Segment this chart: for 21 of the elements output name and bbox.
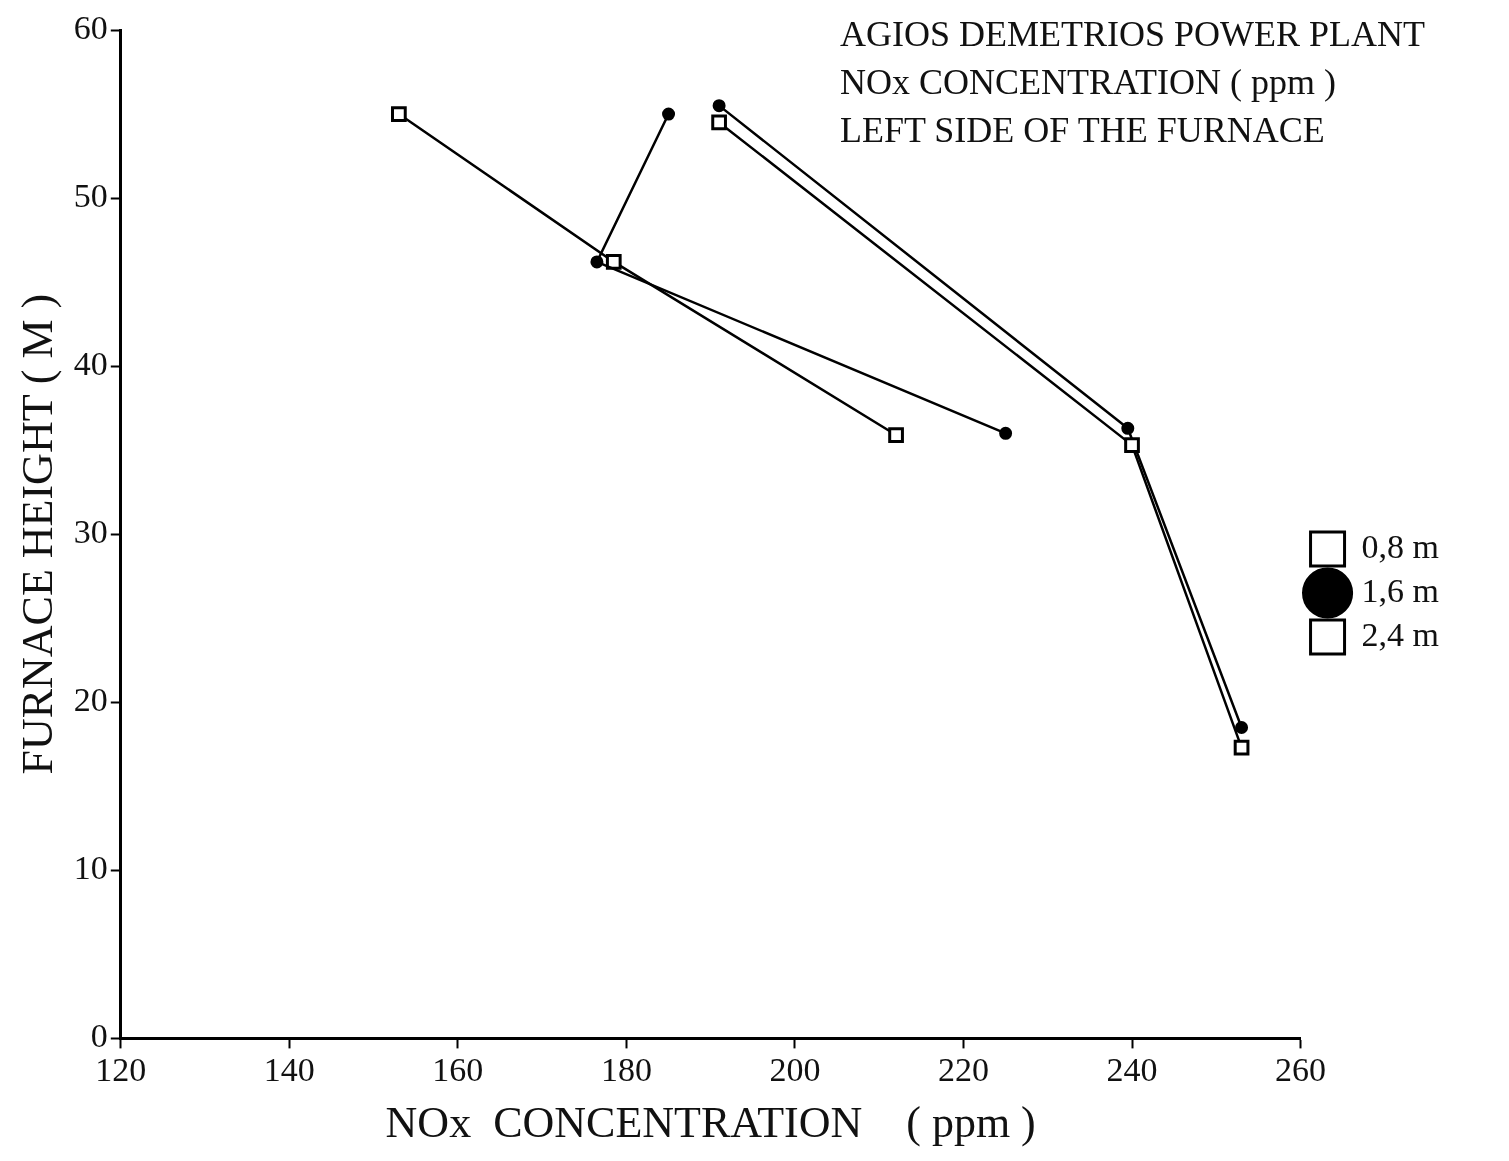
legend-label: 0,8 m [1361,527,1440,565]
legend-label: 2,4 m [1361,615,1440,653]
x-tick-label: 240 [1106,1050,1158,1088]
y-tick-label: 50 [73,176,108,214]
x-tick-label: 180 [600,1050,652,1088]
y-tick-label: 20 [73,681,108,719]
y-tick-label: 30 [73,513,108,551]
x-tick-label: 200 [769,1050,821,1088]
y-axis-title: FURNACE HEIGHT ( M ) [12,293,62,775]
annotation: LEFT SIDE OF THE FURNACE [840,109,1326,152]
x-tick-label: 140 [263,1050,315,1088]
text: NOx CONCENTRATION ( ppm ) [840,61,1337,104]
chart-title: AGIOS DEMETRIOS POWER PLANT [840,13,1425,56]
legend-label: 1,6 m [1361,571,1440,609]
y-tick-label: 60 [73,8,108,46]
y-tick-label: 40 [73,345,108,383]
x-tick-label: 260 [1275,1050,1327,1088]
x-tick-label: 220 [937,1050,989,1088]
x-axis-title: NOx CONCENTRATION ( ppm ) [385,1098,1036,1148]
x-tick-label: 160 [432,1050,484,1088]
y-tick-label: 10 [73,849,108,887]
